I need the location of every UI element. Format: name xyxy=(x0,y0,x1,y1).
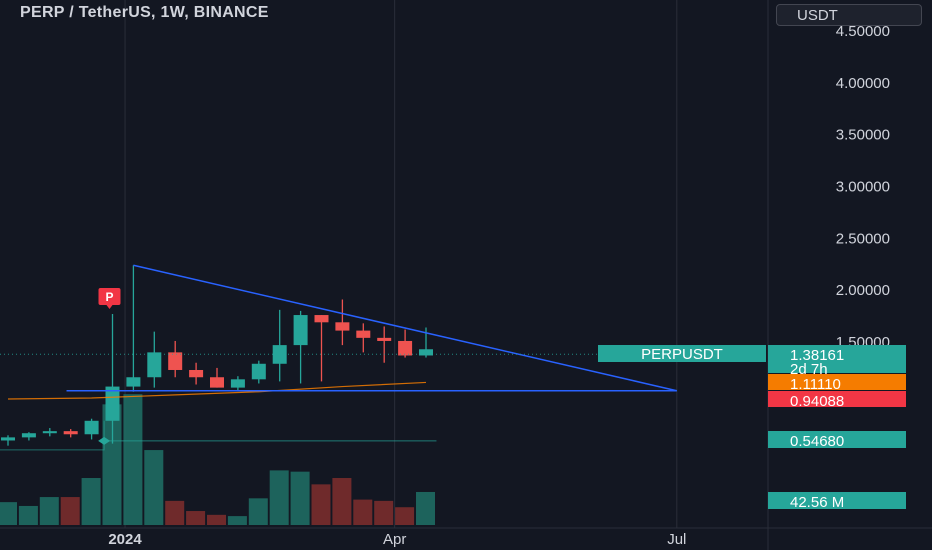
moving-average-line xyxy=(7,381,427,400)
volume-bar xyxy=(353,499,373,525)
ma-price-text: 1.11110 xyxy=(790,376,841,393)
last-price-text: 2d 7h xyxy=(790,361,828,378)
event-marker-label: P xyxy=(105,290,113,304)
candle-body xyxy=(335,322,350,331)
candle-body xyxy=(189,369,204,378)
chart-title: PERP / TetherUS, 1W, BINANCE xyxy=(20,4,269,21)
volume-bar xyxy=(395,507,415,525)
candle-body xyxy=(168,352,183,370)
candle-body xyxy=(293,315,308,346)
volume-bar xyxy=(248,498,268,525)
candle-body xyxy=(398,340,413,356)
candle-body xyxy=(84,420,99,435)
candle-body xyxy=(1,437,15,441)
volume-bar xyxy=(165,500,185,525)
candle-body xyxy=(210,377,224,388)
candle-body xyxy=(147,352,162,378)
level-price-text: 0.54680 xyxy=(790,433,844,450)
volume-bar xyxy=(269,470,289,525)
volume-value-text: 42.56 M xyxy=(790,494,844,511)
x-tick-label: Jul xyxy=(667,531,686,548)
candle-body xyxy=(251,363,266,380)
y-tick-label: 3.00000 xyxy=(836,179,890,196)
candle-body xyxy=(21,433,36,438)
ma-price-tag xyxy=(768,374,906,390)
x-tick-label: 2024 xyxy=(108,531,142,548)
volume-bar xyxy=(374,500,394,525)
event-marker xyxy=(98,288,121,305)
candle-body xyxy=(272,345,287,364)
candle-body xyxy=(42,431,57,434)
candle-body xyxy=(419,349,433,356)
candle-body xyxy=(356,330,371,338)
volume-bar xyxy=(207,514,226,525)
symbol-name-tag xyxy=(598,345,766,362)
y-tick-label: 4.00000 xyxy=(836,75,890,92)
candle-body xyxy=(377,337,392,341)
volume-bar xyxy=(144,450,164,525)
symbol-name-text: PERPUSDT xyxy=(641,346,723,363)
candle-body xyxy=(105,386,120,421)
volume-bar xyxy=(39,497,59,525)
volume-bar xyxy=(123,394,143,525)
volume-bar xyxy=(227,516,247,525)
volume-value-tag xyxy=(768,492,906,509)
volume-bar xyxy=(290,471,310,525)
event-marker-pointer xyxy=(106,305,113,309)
low-price-tag xyxy=(768,391,906,407)
volume-bar xyxy=(102,404,122,525)
currency-selector-button[interactable]: USDT xyxy=(776,4,922,26)
candle-body xyxy=(230,379,245,388)
low-price-text: 0.94088 xyxy=(790,393,844,410)
volume-bar xyxy=(186,511,206,525)
y-tick-label: 2.50000 xyxy=(836,230,890,247)
volume-bar xyxy=(311,484,331,525)
x-tick-label: Apr xyxy=(383,531,406,548)
volume-bar xyxy=(60,497,80,525)
volume-bar xyxy=(416,491,435,525)
candle-body xyxy=(126,377,141,387)
volume-bar xyxy=(0,502,17,525)
volume-bar xyxy=(18,505,38,525)
level-price-tag xyxy=(768,431,906,448)
y-tick-label: 2.00000 xyxy=(836,282,890,299)
candle-body xyxy=(314,315,329,323)
last-price-tag xyxy=(768,345,906,373)
range-bracket-line xyxy=(0,420,105,451)
volume-bar xyxy=(81,478,101,525)
candle-body xyxy=(63,431,78,435)
last-price-text: 1.38161 xyxy=(790,347,844,364)
y-tick-label: 3.50000 xyxy=(836,127,890,144)
volume-bar xyxy=(332,478,352,525)
y-tick-label: 4.50000 xyxy=(836,23,890,40)
trendline xyxy=(133,264,677,392)
